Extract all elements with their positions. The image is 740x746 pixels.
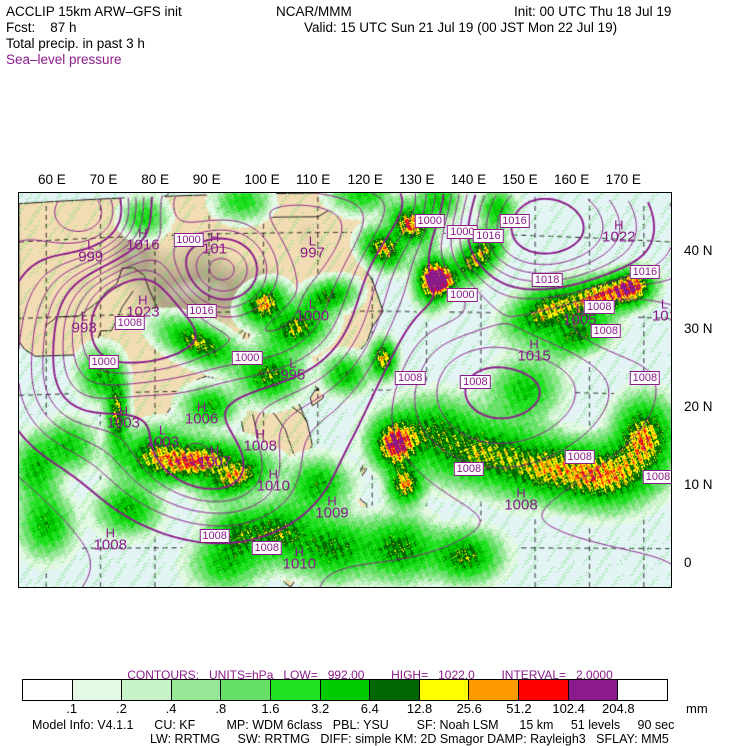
lon-tick: 130 E bbox=[399, 172, 435, 187]
map-frame: L 999 L 993 H 1016 H 1023 H 101 L 997 L 1000 L 995 H 1022… bbox=[18, 192, 672, 588]
colorbar-cell bbox=[568, 680, 619, 700]
institution: NCAR/MMM bbox=[276, 4, 352, 19]
isobar-label: 1008 bbox=[394, 371, 426, 386]
lon-tick: 150 E bbox=[502, 172, 538, 187]
lat-tick: 30 N bbox=[684, 321, 713, 336]
contour-info: CONTOURS: UNITS=hPa LOW= 992.00 HIGH= 10… bbox=[127, 668, 613, 682]
lon-tick: 70 E bbox=[89, 172, 118, 187]
lon-tick: 120 E bbox=[347, 172, 383, 187]
colorbar-tick: 3.2 bbox=[311, 701, 330, 716]
isobar-label: 1016 bbox=[629, 264, 661, 279]
lat-tick: 0 bbox=[684, 555, 692, 570]
isobar-label: 1000 bbox=[231, 351, 263, 366]
colorbar-cell bbox=[320, 680, 371, 700]
colorbar-tick: 12.8 bbox=[406, 701, 433, 716]
isobar-label: 1018 bbox=[531, 272, 563, 287]
isobar-label: 1008 bbox=[590, 323, 622, 338]
colorbar-tick: .4 bbox=[165, 701, 177, 716]
lat-tick: 10 N bbox=[684, 477, 713, 492]
isobar-label: 1008 bbox=[584, 300, 615, 315]
model-info-line2: LW: RRTMG SW: RRTMG DIFF: simple KM: 2D … bbox=[150, 732, 669, 746]
valid-time: Valid: 15 UTC Sun 21 Jul 19 (00 JST Mon … bbox=[304, 20, 618, 35]
isobar-label: 1016 bbox=[186, 304, 217, 319]
isobar-label: 1000 bbox=[414, 213, 445, 228]
isobar-label: 1000 bbox=[447, 225, 478, 240]
weather-map: L 999 L 993 H 1016 H 1023 H 101 L 997 L 1000 L 995 H 1022… bbox=[18, 192, 672, 588]
colorbar-cell bbox=[370, 680, 420, 700]
colorbar-tick: 25.6 bbox=[456, 701, 482, 716]
colorbar-cell bbox=[271, 680, 321, 700]
colorbar-cell bbox=[419, 680, 470, 700]
lat-tick: 40 N bbox=[684, 243, 713, 258]
lon-tick: 110 E bbox=[296, 172, 331, 187]
lon-tick: 160 E bbox=[554, 172, 590, 187]
forecast-hour: Fcst: 87 h bbox=[6, 20, 77, 35]
isobar-label: 1008 bbox=[629, 371, 661, 386]
field-slp: Sea–level pressure bbox=[6, 52, 122, 67]
isobar-label: 1008 bbox=[199, 528, 230, 543]
colorbar-cell bbox=[618, 680, 667, 700]
isobar-label: 1000 bbox=[88, 355, 119, 370]
colorbar-tick: 102.4 bbox=[552, 701, 585, 716]
model-title: ACCLIP 15km ARW–GFS init bbox=[6, 4, 182, 19]
colorbar-tick: 1.6 bbox=[261, 701, 280, 716]
lat-tick: 20 N bbox=[684, 399, 713, 414]
isobar-label: 1000 bbox=[447, 288, 478, 303]
isobar-label: 1008 bbox=[564, 449, 595, 464]
colorbar-tick: 51.2 bbox=[506, 701, 532, 716]
isobar-label: 1000 bbox=[173, 233, 204, 248]
precip-colorbar bbox=[22, 679, 668, 701]
lon-tick: 140 E bbox=[450, 172, 487, 187]
isobar-label: 1016 bbox=[499, 213, 530, 228]
isobar-label: 1008 bbox=[460, 375, 491, 390]
colorbar-cell bbox=[469, 680, 520, 700]
isobar-label: 1008 bbox=[453, 461, 485, 476]
isobar-label: 1008 bbox=[642, 469, 671, 484]
colorbar-cell bbox=[72, 680, 123, 700]
lon-tick: 60 E bbox=[38, 172, 66, 187]
lon-tick: 80 E bbox=[141, 172, 169, 187]
map-raster bbox=[19, 193, 671, 587]
model-info-line1: Model Info: V4.1.1 CU: KF MP: WDM 6class… bbox=[32, 718, 675, 732]
lon-tick: 170 E bbox=[605, 172, 641, 187]
colorbar-tick: 6.4 bbox=[360, 701, 379, 716]
isobar-label: 1008 bbox=[251, 540, 282, 555]
colorbar-cell bbox=[122, 680, 172, 700]
colorbar-cell bbox=[23, 680, 73, 700]
lon-tick: 100 E bbox=[244, 172, 280, 187]
colorbar-tick: .1 bbox=[66, 701, 78, 716]
field-precip: Total precip. in past 3 h bbox=[6, 36, 145, 51]
colorbar-cell bbox=[171, 680, 222, 700]
isobar-label: 1008 bbox=[114, 316, 146, 331]
init-time: Init: 00 UTC Thu 18 Jul 19 bbox=[514, 4, 672, 19]
lon-tick: 90 E bbox=[192, 172, 221, 187]
isobar-label: 1016 bbox=[473, 229, 504, 244]
colorbar-tick: .8 bbox=[215, 701, 227, 716]
colorbar-cell bbox=[519, 680, 569, 700]
colorbar-unit: mm bbox=[686, 701, 708, 716]
colorbar-ticks: .1 .2 .4 .8 1.6 3.2 6.4 12.8 25.6 51.2 102.4 204.8 bbox=[22, 701, 668, 717]
colorbar-tick: .2 bbox=[115, 701, 127, 716]
colorbar-cell bbox=[221, 680, 272, 700]
colorbar-tick: 204.8 bbox=[602, 701, 635, 716]
